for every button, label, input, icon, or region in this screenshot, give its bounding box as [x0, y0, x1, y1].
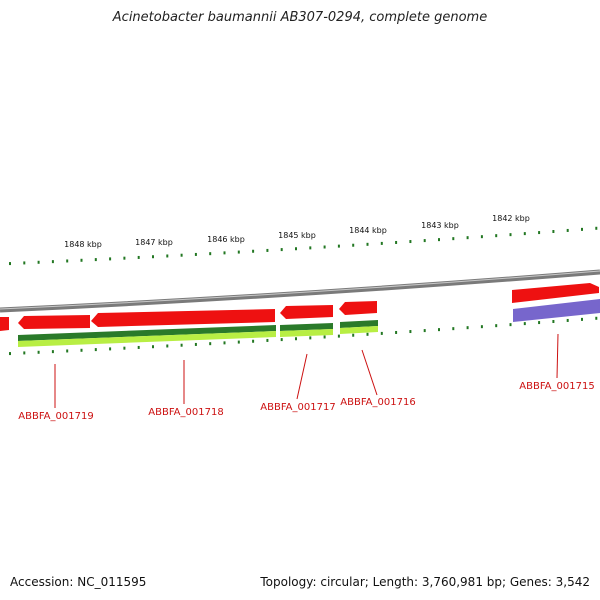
- gene-arrow[interactable]: [339, 301, 377, 315]
- gene-labels: ABBFA_001719 ABBFA_001718 ABBFA_001717 A…: [18, 381, 594, 422]
- map-title: Acinetobacter baumannii AB307-0294, comp…: [112, 10, 488, 25]
- genome-backbone-highlight: [0, 270, 600, 310]
- gene-label[interactable]: ABBFA_001715: [519, 381, 594, 392]
- ruler-labels: 1848 kbp 1847 kbp 1846 kbp 1845 kbp 1844…: [64, 214, 530, 249]
- topology-info: Topology: circular; Length: 3,760,981 bp…: [260, 575, 590, 589]
- gene-arrow[interactable]: [91, 309, 275, 327]
- ruler-label: 1847 kbp: [135, 238, 173, 247]
- accession-info: Accession: NC_011595: [10, 575, 147, 589]
- gene-arrow[interactable]: [280, 305, 333, 319]
- gene-label[interactable]: ABBFA_001719: [18, 411, 93, 422]
- reverse-gene-arrow[interactable]: [513, 299, 600, 322]
- gene-label[interactable]: ABBFA_001717: [260, 402, 335, 413]
- gene-label[interactable]: ABBFA_001718: [148, 407, 223, 418]
- ruler-label: 1842 kbp: [492, 214, 530, 223]
- gene-arrow[interactable]: [0, 317, 9, 331]
- ruler-ticks-outer: [9, 226, 598, 266]
- gene-leader-lines: [54, 333, 559, 408]
- ruler-label: 1844 kbp: [349, 226, 387, 235]
- ruler-ticks-inner: [9, 316, 598, 356]
- gene-label[interactable]: ABBFA_001716: [340, 397, 415, 408]
- ruler-label: 1848 kbp: [64, 240, 102, 249]
- genome-backbone: [0, 269, 600, 313]
- ruler-label: 1843 kbp: [421, 221, 459, 230]
- ruler-label: 1845 kbp: [278, 231, 316, 240]
- gene-arrow[interactable]: [18, 315, 90, 329]
- ruler-label: 1846 kbp: [207, 235, 245, 244]
- gene-arrow[interactable]: [512, 283, 599, 303]
- gc-content-track: [18, 320, 378, 347]
- forward-genes: [0, 283, 599, 331]
